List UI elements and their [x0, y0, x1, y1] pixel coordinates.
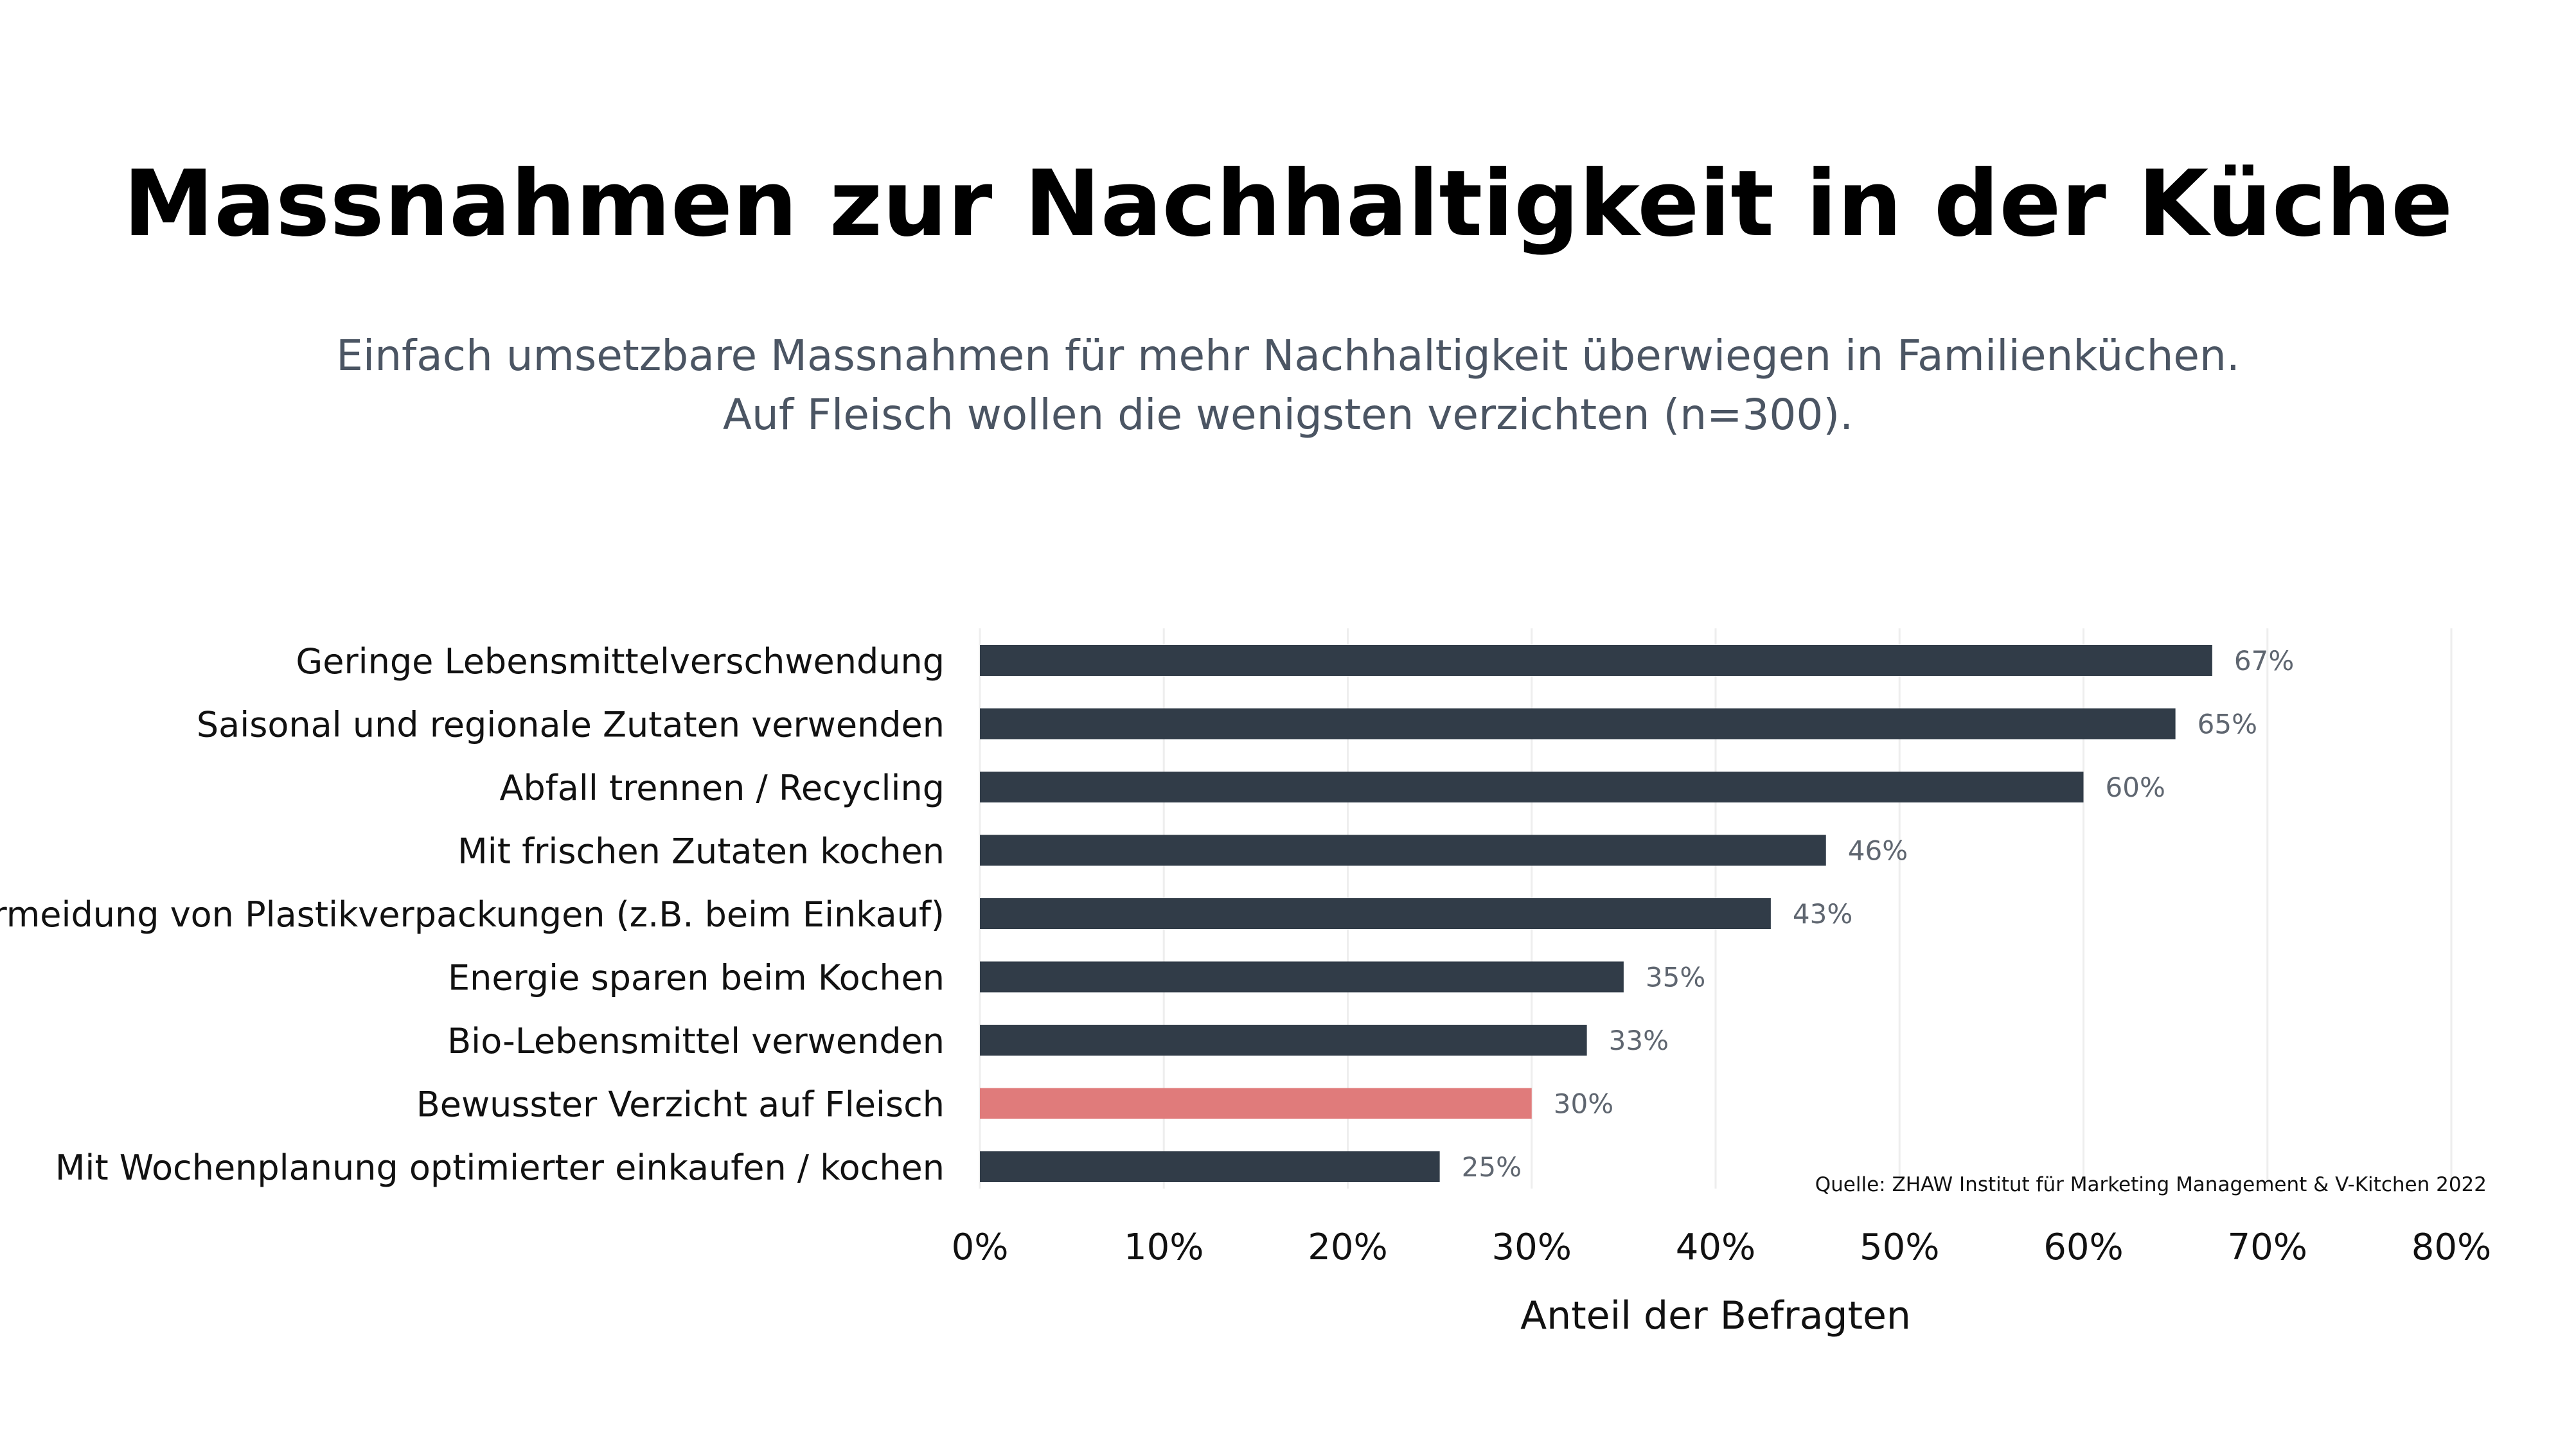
- value-labels: 67% 65% 60% 46% 43% 35% 33% 30% 25%: [1462, 645, 2295, 1183]
- x-axis-ticks: 0% 10% 20% 30% 40% 50% 60% 70% 80%: [952, 1226, 2492, 1268]
- bar: [980, 961, 1624, 993]
- value-label: 35%: [1646, 962, 1705, 993]
- x-axis-title: Anteil der Befragten: [1520, 1293, 1911, 1338]
- subtitle-line-1: Einfach umsetzbare Massnahmen für mehr N…: [336, 331, 2240, 380]
- x-tick-label: 10%: [1124, 1226, 1204, 1268]
- value-label: 67%: [2234, 645, 2294, 677]
- chart-subtitle: Einfach umsetzbare Massnahmen für mehr N…: [0, 326, 2576, 445]
- x-tick-label: 20%: [1308, 1226, 1387, 1268]
- category-label: Mit Wochenplanung optimierter einkaufen …: [55, 1147, 945, 1188]
- value-label: 65%: [2198, 709, 2257, 740]
- bars: [980, 645, 2212, 1182]
- bar: [980, 1025, 1587, 1056]
- bar: [980, 835, 1826, 866]
- category-label: Geringe Lebensmittelverschwendung: [296, 641, 945, 682]
- subtitle-line-2: Auf Fleisch wollen die wenigsten verzich…: [722, 390, 1854, 439]
- value-label: 43%: [1793, 898, 1852, 930]
- x-tick-label: 70%: [2228, 1226, 2307, 1268]
- category-label: Bewusster Verzicht auf Fleisch: [416, 1085, 945, 1125]
- bar: [980, 1151, 1440, 1182]
- bar: [980, 645, 2212, 676]
- x-tick-label: 40%: [1676, 1226, 1755, 1268]
- bar: [980, 708, 2176, 739]
- value-label: 46%: [1848, 835, 1908, 867]
- category-label: Vermeidung von Plastikverpackungen (z.B.…: [0, 894, 945, 935]
- category-label: Mit frischen Zutaten kochen: [457, 831, 945, 872]
- bar: [980, 898, 1771, 929]
- category-label: Abfall trennen / Recycling: [500, 768, 945, 808]
- x-tick-label: 50%: [1860, 1226, 1939, 1268]
- bar: [980, 1088, 1532, 1119]
- category-label: Bio-Lebensmittel verwenden: [447, 1021, 945, 1061]
- category-label: Energie sparen beim Kochen: [448, 958, 945, 998]
- category-labels: Geringe Lebensmittelverschwendung Saisona…: [0, 641, 945, 1188]
- source-note: Quelle: ZHAW Institut für Marketing Mana…: [1815, 1173, 2487, 1196]
- bar: [980, 772, 2084, 802]
- value-label: 30%: [1554, 1088, 1613, 1120]
- value-label: 25%: [1462, 1151, 1522, 1183]
- value-label: 60%: [2106, 772, 2165, 803]
- category-label: Saisonal und regionale Zutaten verwenden: [197, 705, 945, 745]
- x-tick-label: 60%: [2043, 1226, 2123, 1268]
- value-label: 33%: [1609, 1025, 1669, 1056]
- chart-title: Massnahmen zur Nachhaltigkeit in der Küc…: [123, 151, 2453, 257]
- x-tick-label: 80%: [2412, 1226, 2491, 1268]
- x-tick-label: 30%: [1492, 1226, 1572, 1268]
- x-tick-label: 0%: [952, 1226, 1009, 1268]
